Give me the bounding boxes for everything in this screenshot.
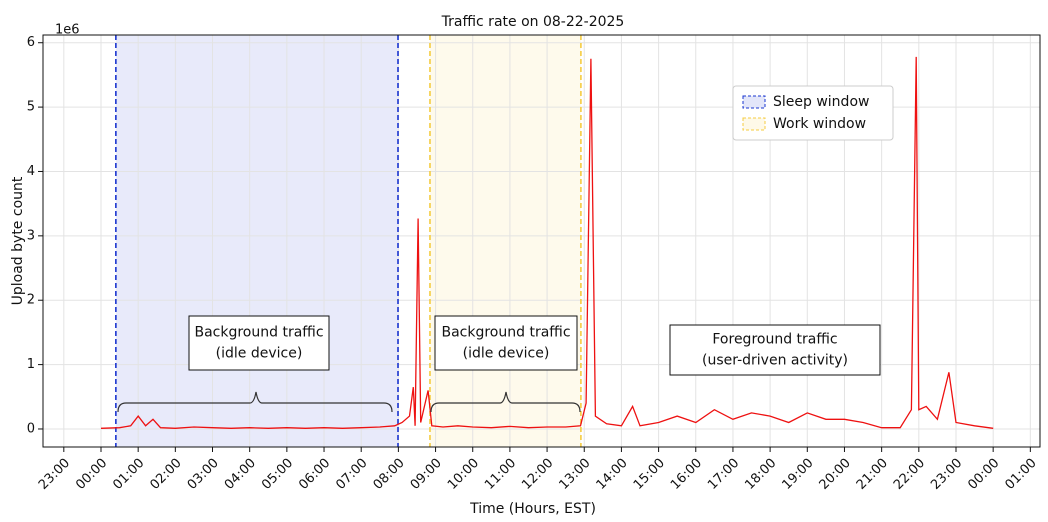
legend-label: Work window bbox=[773, 116, 866, 132]
x-tick-label: 02:00 bbox=[148, 456, 185, 493]
x-tick-label: 20:00 bbox=[817, 456, 854, 493]
span-region bbox=[115, 35, 399, 447]
x-tick-label: 01:00 bbox=[1003, 456, 1040, 493]
x-tick-label: 01:00 bbox=[110, 456, 147, 493]
x-tick-label: 04:00 bbox=[222, 456, 259, 493]
x-tick-label: 07:00 bbox=[333, 456, 370, 493]
y-offset-label: 1e6 bbox=[55, 23, 80, 38]
annotation-box bbox=[669, 324, 881, 376]
x-tick-label: 05:00 bbox=[259, 456, 296, 493]
legend-box bbox=[732, 85, 894, 141]
brace bbox=[430, 391, 581, 413]
x-tick-label: 09:00 bbox=[408, 456, 445, 493]
annotation-text: Background traffic bbox=[194, 325, 323, 341]
y-tick-label: 0 bbox=[27, 421, 35, 436]
y-tick-label: 5 bbox=[27, 100, 35, 115]
annotation-text: Background traffic bbox=[441, 325, 570, 341]
x-tick-label: 06:00 bbox=[296, 456, 333, 493]
x-tick-label: 15:00 bbox=[631, 456, 668, 493]
x-tick-label: 12:00 bbox=[519, 456, 556, 493]
x-tick-label: 03:00 bbox=[185, 456, 222, 493]
annotation-text: (idle device) bbox=[216, 346, 303, 362]
x-tick-label: 19:00 bbox=[779, 456, 816, 493]
y-tick-label: 4 bbox=[27, 164, 35, 179]
legend-swatch bbox=[742, 95, 766, 109]
annotation-box bbox=[188, 315, 330, 371]
chart-title: Traffic rate on 08-22-2025 bbox=[441, 14, 625, 30]
x-tick-label: 21:00 bbox=[854, 456, 891, 493]
y-tick-label: 1 bbox=[27, 357, 35, 372]
annotation-text: (user-driven activity) bbox=[702, 353, 848, 369]
annotation-box bbox=[434, 315, 578, 371]
x-tick-label: 17:00 bbox=[705, 456, 742, 493]
annotation-text: Foreground traffic bbox=[712, 332, 837, 348]
series-line bbox=[100, 56, 994, 429]
x-tick-label: 16:00 bbox=[668, 456, 705, 493]
y-tick-label: 6 bbox=[27, 35, 35, 50]
brace bbox=[117, 391, 393, 413]
x-tick-label: 18:00 bbox=[742, 456, 779, 493]
x-tick-label: 23:00 bbox=[928, 456, 965, 493]
x-tick-label: 11:00 bbox=[482, 456, 519, 493]
legend-label: Sleep window bbox=[773, 94, 869, 110]
plot-frame bbox=[42, 34, 1041, 448]
y-tick-label: 2 bbox=[27, 293, 35, 308]
x-tick-label: 00:00 bbox=[73, 456, 110, 493]
span-region bbox=[429, 35, 581, 447]
x-tick-label: 08:00 bbox=[371, 456, 408, 493]
x-tick-label: 23:00 bbox=[36, 456, 73, 493]
x-tick-label: 22:00 bbox=[891, 456, 928, 493]
y-tick-label: 3 bbox=[27, 228, 35, 243]
x-axis-label: Time (Hours, EST) bbox=[469, 501, 596, 517]
legend-swatch bbox=[742, 117, 766, 131]
x-tick-label: 13:00 bbox=[556, 456, 593, 493]
y-axis-label: Upload byte count bbox=[10, 176, 26, 305]
annotation-text: (idle device) bbox=[463, 346, 550, 362]
x-tick-label: 14:00 bbox=[594, 456, 631, 493]
x-tick-label: 10:00 bbox=[445, 456, 482, 493]
x-tick-label: 00:00 bbox=[965, 456, 1002, 493]
